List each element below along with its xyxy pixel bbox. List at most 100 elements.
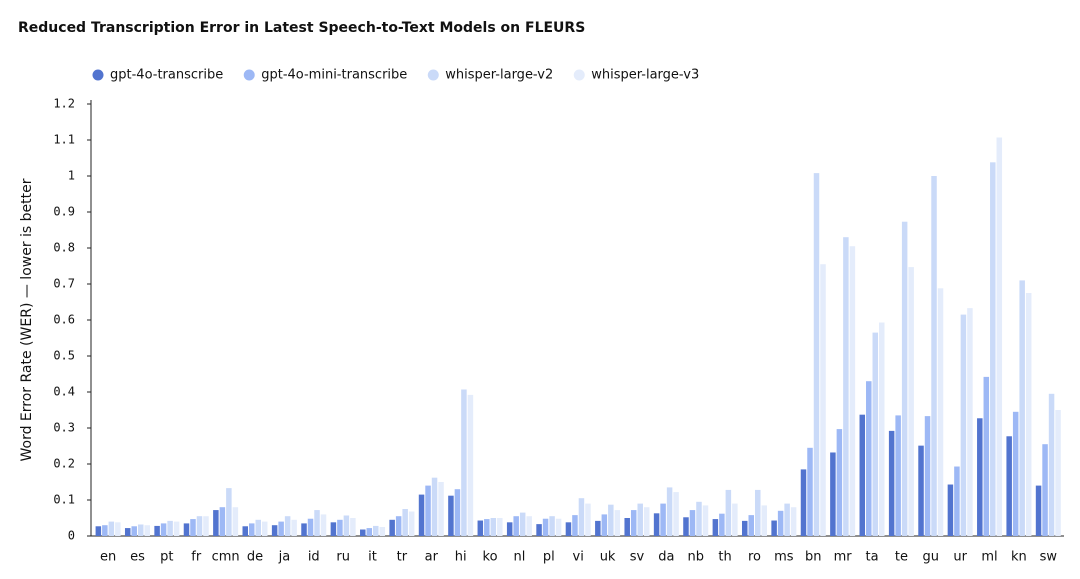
x-tick-label: ms bbox=[774, 550, 794, 565]
x-tick-label: sv bbox=[630, 550, 645, 565]
bar bbox=[555, 518, 562, 536]
legend-marker bbox=[92, 69, 104, 81]
bar bbox=[725, 489, 732, 536]
bar bbox=[350, 518, 356, 536]
x-tick-label: da bbox=[658, 550, 674, 565]
y-tick-label: 0.5 bbox=[53, 349, 75, 363]
bar bbox=[513, 516, 519, 536]
x-tick-label: ru bbox=[336, 550, 350, 565]
bar bbox=[673, 492, 679, 536]
x-tick-label: mr bbox=[834, 550, 853, 565]
bar bbox=[454, 489, 461, 536]
bar bbox=[330, 522, 337, 536]
x-tick-label: tr bbox=[397, 550, 408, 565]
bar bbox=[666, 487, 673, 536]
bar bbox=[937, 288, 944, 536]
x-tick-label: es bbox=[130, 550, 145, 565]
bar bbox=[542, 518, 549, 536]
bar bbox=[526, 516, 532, 536]
bar bbox=[160, 523, 167, 536]
bar bbox=[660, 503, 666, 536]
x-tick-label: pl bbox=[543, 550, 555, 565]
bar bbox=[872, 332, 879, 536]
y-tick-label: 1.1 bbox=[53, 133, 75, 147]
bar bbox=[565, 522, 572, 536]
bar bbox=[696, 501, 702, 536]
bar bbox=[291, 519, 297, 536]
x-tick-label: ja bbox=[278, 550, 291, 565]
bar bbox=[320, 514, 327, 536]
bar bbox=[115, 522, 121, 536]
bar bbox=[102, 525, 108, 536]
bar bbox=[190, 519, 196, 536]
bar bbox=[967, 308, 973, 536]
bar bbox=[820, 264, 826, 536]
legend-label: gpt-4o-transcribe bbox=[110, 68, 223, 83]
bar bbox=[154, 525, 160, 536]
x-tick-label: ko bbox=[483, 550, 498, 565]
bar bbox=[761, 505, 767, 536]
bar bbox=[990, 162, 996, 536]
bar bbox=[830, 452, 836, 536]
bar bbox=[630, 510, 637, 536]
bar bbox=[408, 511, 415, 536]
bar bbox=[366, 528, 373, 536]
y-tick-label: 0.9 bbox=[53, 205, 75, 219]
bar bbox=[643, 507, 650, 536]
bar bbox=[702, 505, 709, 536]
bar bbox=[608, 504, 614, 536]
y-tick-label: 1.2 bbox=[53, 97, 75, 111]
bar bbox=[307, 518, 314, 536]
bar bbox=[601, 514, 608, 536]
bar bbox=[467, 394, 474, 536]
x-tick-label: vi bbox=[573, 550, 584, 565]
x-tick-label: ur bbox=[953, 550, 967, 565]
bar bbox=[732, 503, 738, 536]
bar bbox=[689, 510, 696, 536]
bar bbox=[624, 518, 630, 536]
bar bbox=[859, 414, 866, 536]
bar bbox=[1012, 411, 1019, 536]
bar bbox=[497, 518, 503, 536]
bar bbox=[771, 520, 777, 536]
x-tick-label: id bbox=[308, 550, 320, 565]
bar bbox=[960, 314, 967, 536]
bar bbox=[1042, 444, 1048, 536]
bar bbox=[983, 376, 990, 536]
x-tick-label: nl bbox=[514, 550, 526, 565]
bar bbox=[173, 521, 180, 536]
bar bbox=[784, 503, 790, 536]
bar bbox=[438, 482, 444, 536]
x-tick-label: kn bbox=[1011, 550, 1027, 565]
bar bbox=[977, 418, 983, 536]
x-tick-label: uk bbox=[600, 550, 616, 565]
y-tick-label: 0 bbox=[68, 529, 75, 543]
x-tick-label: sw bbox=[1040, 550, 1058, 565]
bar bbox=[418, 494, 425, 536]
bar bbox=[1048, 393, 1055, 536]
y-tick-label: 0.3 bbox=[53, 421, 75, 435]
bar bbox=[954, 466, 960, 536]
bar bbox=[219, 507, 226, 536]
bar bbox=[108, 521, 115, 536]
x-tick-label: ml bbox=[981, 550, 997, 565]
bar bbox=[1025, 293, 1032, 536]
bar bbox=[124, 528, 131, 536]
x-tick-label: hi bbox=[455, 550, 467, 565]
chart-title: Reduced Transcription Error in Latest Sp… bbox=[18, 20, 585, 36]
bar bbox=[271, 525, 278, 536]
bar bbox=[918, 445, 924, 536]
bar bbox=[314, 510, 320, 536]
bar bbox=[249, 523, 255, 536]
bar bbox=[144, 525, 150, 536]
bar bbox=[95, 526, 102, 536]
bar bbox=[490, 518, 497, 536]
x-tick-label: ar bbox=[425, 550, 439, 565]
bar bbox=[1035, 485, 1042, 536]
bar bbox=[448, 495, 454, 536]
bar bbox=[389, 519, 395, 536]
bar bbox=[183, 523, 190, 536]
bar bbox=[947, 484, 954, 536]
y-tick-label: 0.2 bbox=[53, 457, 75, 471]
y-tick-label: 0.8 bbox=[53, 241, 75, 255]
